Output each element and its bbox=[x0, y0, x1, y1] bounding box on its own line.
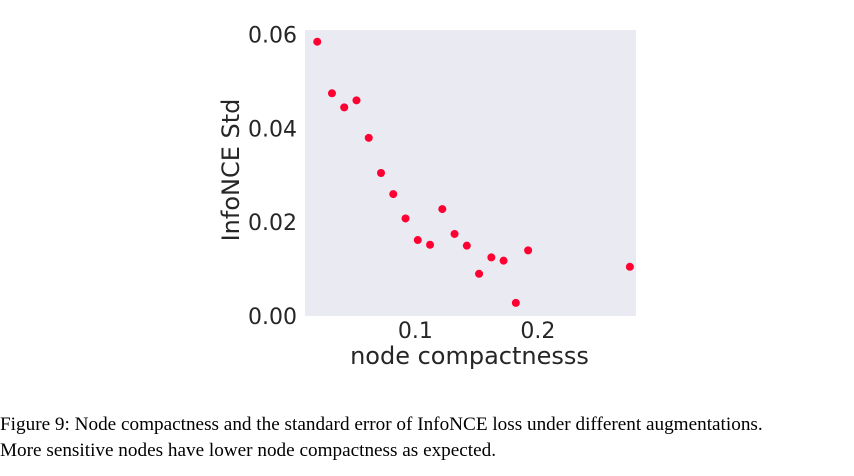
data-point bbox=[475, 269, 484, 278]
data-point bbox=[426, 240, 435, 249]
data-point bbox=[487, 253, 496, 262]
y-axis-label: InfoNCE Std bbox=[217, 99, 245, 242]
data-point bbox=[450, 229, 459, 238]
y-tick-label: 0.04 bbox=[248, 117, 297, 142]
data-point bbox=[327, 89, 336, 98]
x-tick-label: 0.2 bbox=[520, 319, 555, 344]
chart-svg: 0.00 0.02 0.04 0.06 0.1 0.2 node compactness… bbox=[217, 24, 636, 370]
x-axis-label: node compactnesss bbox=[350, 342, 589, 370]
caption-line-1: Figure 9: Node compactness and the stand… bbox=[0, 414, 763, 435]
x-tick-labels: 0.1 0.2 bbox=[398, 319, 556, 344]
data-points bbox=[313, 37, 634, 307]
y-tick-label: 0.02 bbox=[248, 211, 297, 236]
data-point bbox=[625, 262, 634, 271]
data-point bbox=[511, 298, 520, 307]
data-point bbox=[401, 214, 410, 223]
data-point bbox=[438, 205, 447, 214]
data-point bbox=[413, 236, 422, 245]
caption-line-2: More sensitive nodes have lower node com… bbox=[0, 440, 497, 461]
data-point bbox=[389, 190, 398, 199]
data-point bbox=[313, 37, 322, 46]
plot-background bbox=[305, 30, 636, 316]
x-tick-label: 0.1 bbox=[398, 319, 433, 344]
y-tick-label: 0.00 bbox=[248, 305, 297, 330]
data-point bbox=[377, 169, 386, 177]
scatter-chart: 0.00 0.02 0.04 0.06 0.1 0.2 node compactness… bbox=[217, 24, 636, 370]
data-point bbox=[499, 256, 508, 265]
y-tick-label: 0.06 bbox=[248, 24, 297, 49]
data-point bbox=[364, 133, 373, 142]
data-point bbox=[462, 241, 471, 250]
y-tick-labels: 0.00 0.02 0.04 0.06 bbox=[248, 24, 297, 330]
data-point bbox=[352, 96, 361, 105]
figure-caption: Figure 9: Node compactness and the stand… bbox=[0, 412, 854, 464]
data-point bbox=[524, 246, 533, 255]
data-point bbox=[340, 103, 349, 112]
